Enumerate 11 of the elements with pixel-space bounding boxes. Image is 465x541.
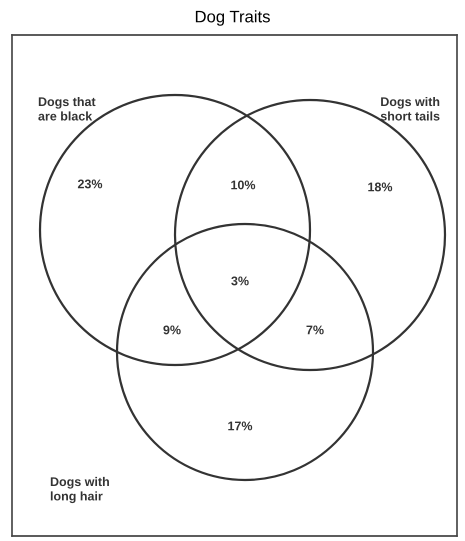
data-label: 7% <box>306 326 324 334</box>
data-label: 9% <box>163 326 181 334</box>
text: Dogs with long hair <box>50 476 109 504</box>
data-label: 17% <box>228 422 252 430</box>
text: Dog Traits <box>196 10 270 26</box>
data-label: 23% <box>78 180 102 188</box>
text: Dogs that are black <box>38 96 96 121</box>
data-label: 18% <box>368 182 392 192</box>
text: Dogs with short tails <box>380 96 440 121</box>
data-label: 10% <box>231 180 256 190</box>
data-label: 3% <box>231 276 249 286</box>
